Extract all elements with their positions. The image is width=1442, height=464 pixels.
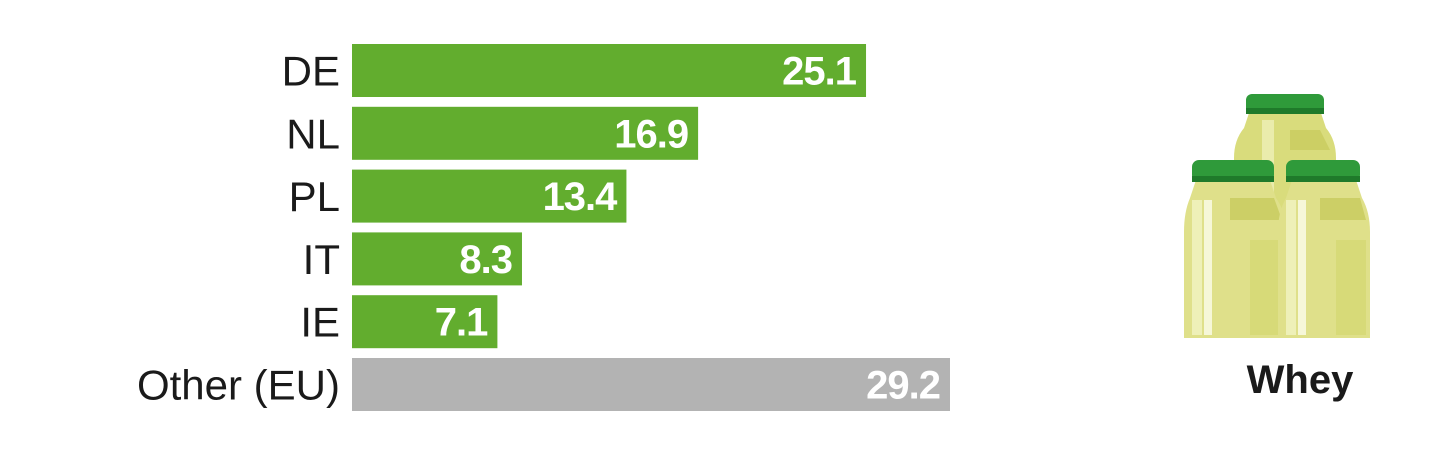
bar-pl [352,169,627,223]
category-label: IE [300,299,340,346]
category-label: Other (EU) [137,362,340,409]
bar-de [352,44,867,97]
bar-nl [352,106,699,160]
jar-right [1278,160,1370,338]
bar-it [352,232,522,286]
bars-group: DE 25.1 NL 16.9 PL 13.4 IT 8.3 IE 7.1 Other (EU) 29… [137,44,950,411]
whey-jars-icon [1184,94,1370,338]
bar-ie [352,295,498,349]
value-label: 25.1 [782,50,857,94]
bar-chart: DE 25.1 NL 16.9 PL 13.4 IT 8.3 IE 7.1 Other (EU) 29… [137,44,950,411]
category-label: DE [282,48,340,95]
value-label: 8.3 [459,238,512,282]
bar-other-eu [352,358,950,411]
value-label: 7.1 [435,301,488,345]
jar-left [1184,160,1286,338]
category-label: PL [289,173,340,220]
category-label: IT [303,236,340,283]
product-label: Whey [1246,358,1354,402]
value-label: 13.4 [543,175,619,219]
value-label: 29.2 [866,364,940,408]
value-label: 16.9 [614,112,688,156]
category-label: NL [286,110,340,157]
